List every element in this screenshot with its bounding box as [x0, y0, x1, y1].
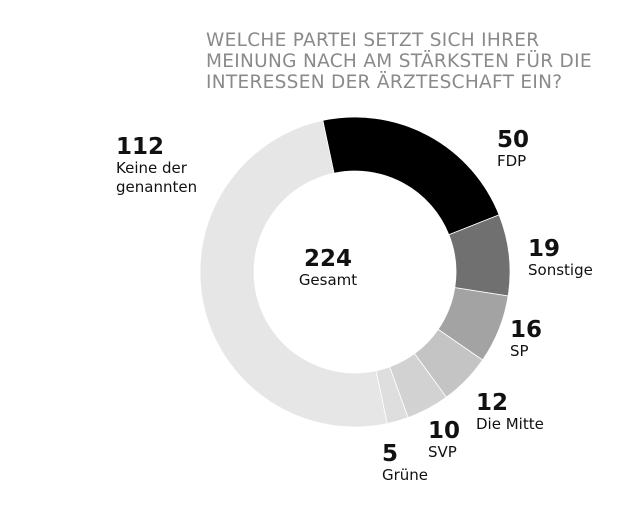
center-total-value: 224: [303, 246, 352, 272]
slice-label-die-mitte: 12 Die Mitte: [476, 391, 544, 434]
chart-title-line: MEINUNG NACH AM STÄRKSTEN FÜR DIE: [206, 51, 592, 72]
slice-label-sp: 16 SP: [510, 318, 542, 361]
slice-label-svp: 10 SVP: [428, 419, 460, 462]
slice-value: 112: [116, 134, 165, 160]
slice-value: 16: [510, 317, 543, 343]
chart-title-line: INTERESSEN DER ÄRZTESCHAFT EIN?: [206, 72, 563, 93]
slice-name: Die Mitte: [476, 415, 544, 433]
slice-name: Sonstige: [528, 261, 593, 279]
slice-label-keine-der-genannten: 112 Keine der genannten: [116, 135, 197, 197]
slice-name: FDP: [497, 152, 527, 170]
slice-name: SVP: [428, 443, 457, 461]
slice-label-sonstige: 19 Sonstige: [528, 237, 593, 280]
slice-name: Grüne: [382, 466, 429, 484]
center-total-label: Gesamt: [298, 271, 358, 289]
slice-label-gruene: 5 Grüne: [382, 442, 428, 485]
slice-value: 19: [528, 236, 561, 262]
slice-name: SP: [510, 342, 529, 360]
slice-value: 5: [382, 441, 399, 467]
slice-value: 10: [428, 418, 461, 444]
chart-title: WELCHE PARTEI SETZT SICH IHRER MEINUNG N…: [206, 30, 626, 93]
chart-title-line: WELCHE PARTEI SETZT SICH IHRER: [206, 30, 540, 51]
slice-value: 50: [497, 127, 530, 153]
donut-slice-keine-der-genannten: [199, 119, 388, 428]
slice-label-fdp: 50 FDP: [497, 128, 529, 171]
slice-name: Keine der genannten: [116, 159, 198, 196]
center-total: 224 Gesamt: [288, 247, 368, 290]
slice-value: 12: [476, 390, 509, 416]
donut-slice-fdp: [322, 116, 500, 236]
